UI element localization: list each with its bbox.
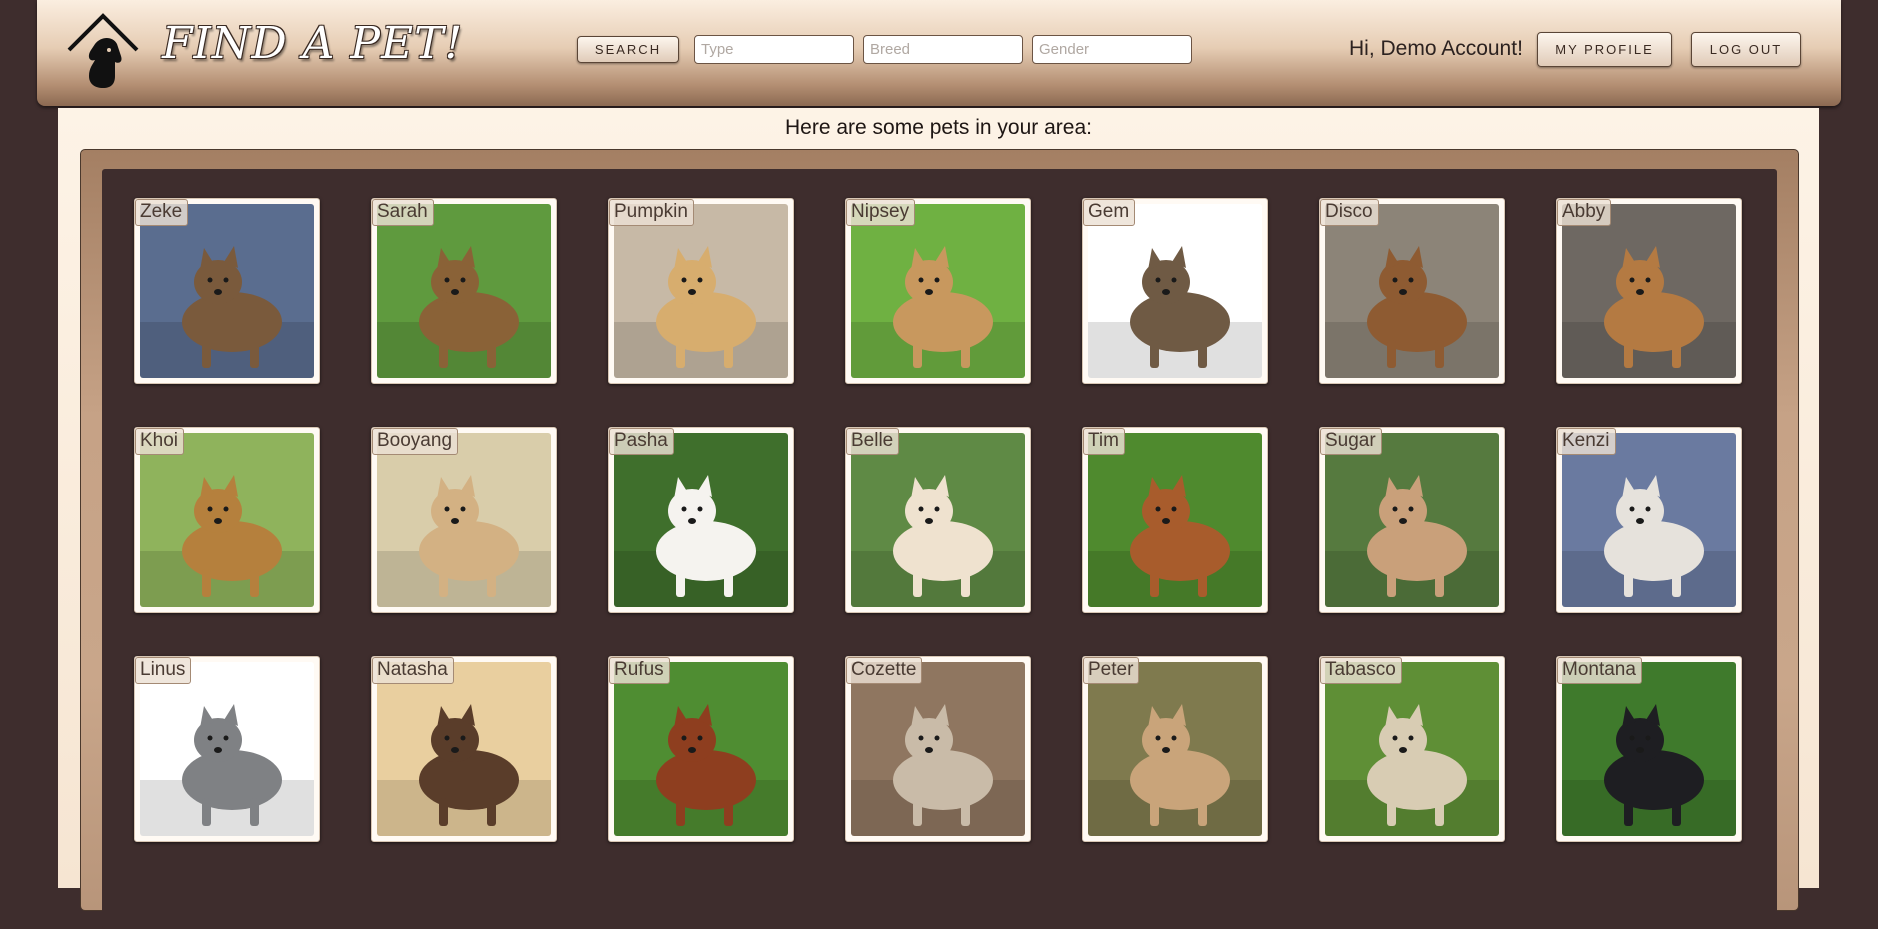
pet-name-label: Peter [1083, 657, 1140, 684]
type-input[interactable] [694, 35, 854, 64]
pet-card[interactable]: Abby [1556, 198, 1742, 384]
pet-photo[interactable] [614, 204, 788, 378]
pet-name-label: Rufus [609, 657, 670, 684]
pet-gallery-frame: Zeke Sarah Pumpkin Nipsey Gem Disco Abby Khoi Bo… [80, 149, 1799, 929]
pet-name-label: Montana [1557, 657, 1642, 684]
pet-photo[interactable] [1088, 662, 1262, 836]
pet-name-label: Gem [1083, 199, 1136, 226]
pet-name-label: Zeke [135, 199, 189, 226]
pet-name-label: Sarah [372, 199, 434, 226]
pet-card[interactable]: Belle [845, 427, 1031, 613]
top-header-bar: FIND A PET! SEARCH Hi, Demo Account! MY … [37, 0, 1841, 106]
pet-card[interactable]: Khoi [134, 427, 320, 613]
pet-name-label: Abby [1557, 199, 1612, 226]
pet-card[interactable]: Disco [1319, 198, 1505, 384]
main-content: Here are some pets in your area: Zeke Sar… [58, 108, 1819, 929]
pet-photo[interactable] [140, 662, 314, 836]
pet-card[interactable]: Nipsey [845, 198, 1031, 384]
pet-name-label: Khoi [135, 428, 185, 455]
pet-card[interactable]: Tim [1082, 427, 1268, 613]
pet-card[interactable]: Peter [1082, 656, 1268, 842]
pet-card[interactable]: Pumpkin [608, 198, 794, 384]
pet-photo[interactable] [1562, 433, 1736, 607]
pet-card[interactable]: Cozette [845, 656, 1031, 842]
pet-name-label: Tabasco [1320, 657, 1402, 684]
pet-card[interactable]: Sugar [1319, 427, 1505, 613]
pet-grid: Zeke Sarah Pumpkin Nipsey Gem Disco Abby Khoi Bo… [102, 169, 1777, 929]
pet-card[interactable]: Montana [1556, 656, 1742, 842]
pet-name-label: Tim [1083, 428, 1125, 455]
pet-photo[interactable] [851, 662, 1025, 836]
pet-photo[interactable] [1325, 662, 1499, 836]
pet-card[interactable]: Kenzi [1556, 427, 1742, 613]
search-button[interactable]: SEARCH [577, 36, 679, 63]
pet-photo[interactable] [1562, 204, 1736, 378]
pet-card[interactable]: Linus [134, 656, 320, 842]
pet-name-label: Pasha [609, 428, 674, 455]
pet-card[interactable]: Sarah [371, 198, 557, 384]
my-profile-button[interactable]: MY PROFILE [1537, 32, 1672, 67]
pet-name-label: Nipsey [846, 199, 916, 226]
pet-photo[interactable] [377, 433, 551, 607]
pet-card[interactable]: Natasha [371, 656, 557, 842]
pet-card[interactable]: Rufus [608, 656, 794, 842]
page-subtitle: Here are some pets in your area: [785, 116, 1092, 139]
pet-photo[interactable] [614, 662, 788, 836]
pet-card[interactable]: Zeke [134, 198, 320, 384]
pet-card[interactable]: Pasha [608, 427, 794, 613]
pet-photo[interactable] [377, 662, 551, 836]
pet-photo[interactable] [1325, 204, 1499, 378]
pet-photo[interactable] [851, 433, 1025, 607]
pet-name-label: Linus [135, 657, 192, 684]
pet-name-label: Disco [1320, 199, 1379, 226]
log-out-button[interactable]: LOG OUT [1691, 32, 1801, 67]
user-greeting: Hi, Demo Account! [1349, 37, 1523, 60]
pet-photo[interactable] [1088, 204, 1262, 378]
pet-name-label: Booyang [372, 428, 459, 455]
pet-photo[interactable] [140, 433, 314, 607]
pet-card[interactable]: Gem [1082, 198, 1268, 384]
pet-photo[interactable] [1562, 662, 1736, 836]
pet-photo[interactable] [851, 204, 1025, 378]
pet-photo[interactable] [1325, 433, 1499, 607]
pet-name-label: Sugar [1320, 428, 1382, 455]
pet-card[interactable]: Tabasco [1319, 656, 1505, 842]
pet-card[interactable]: Booyang [371, 427, 557, 613]
pet-photo[interactable] [377, 204, 551, 378]
pet-photo[interactable] [614, 433, 788, 607]
pet-name-label: Cozette [846, 657, 923, 684]
pet-name-label: Natasha [372, 657, 454, 684]
pet-name-label: Pumpkin [609, 199, 694, 226]
pet-photo[interactable] [140, 204, 314, 378]
pet-name-label: Belle [846, 428, 900, 455]
brand-title[interactable]: FIND A PET! [162, 18, 464, 69]
house-dog-logo-icon[interactable] [65, 10, 141, 90]
pet-name-label: Kenzi [1557, 428, 1616, 455]
breed-input[interactable] [863, 35, 1023, 64]
pet-photo[interactable] [1088, 433, 1262, 607]
gender-input[interactable] [1032, 35, 1192, 64]
